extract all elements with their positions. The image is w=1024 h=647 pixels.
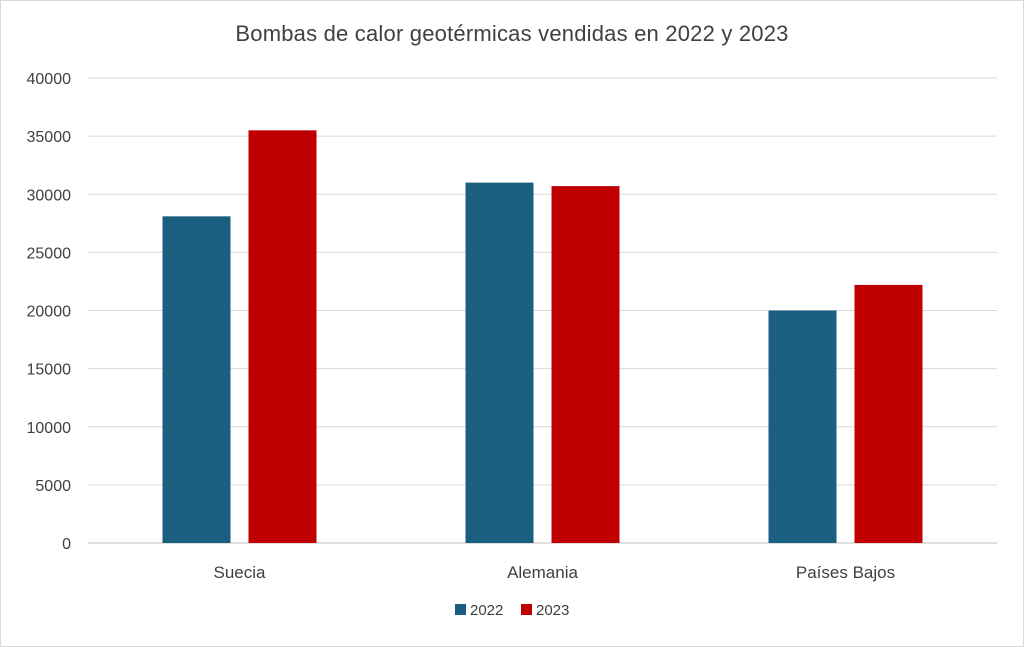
x-category-label: Países Bajos [796, 563, 895, 582]
legend: 2022 2023 [455, 602, 569, 619]
x-category-label: Suecia [214, 563, 267, 582]
y-tick-label: 40000 [27, 71, 72, 88]
chart-title: Bombas de calor geotérmicas vendidas en … [235, 21, 789, 46]
legend-label-2023: 2023 [536, 602, 569, 619]
y-tick-label: 20000 [27, 304, 72, 321]
bar-2022-suecia [162, 216, 231, 543]
x-axis-labels: Suecia Alemania Países Bajos [214, 563, 896, 582]
y-tick-label: 15000 [27, 362, 72, 379]
y-tick-label: 25000 [27, 245, 72, 262]
y-tick-label: 35000 [27, 129, 72, 146]
y-tick-label: 10000 [27, 420, 72, 437]
bar-2023-alemania [551, 186, 620, 544]
bar-2022-alemania [465, 182, 534, 543]
x-category-label: Alemania [507, 563, 578, 582]
legend-swatch-2023 [521, 604, 532, 615]
gridlines [88, 77, 997, 544]
y-tick-label: 0 [62, 536, 71, 553]
bar-2023-suecia [248, 130, 317, 543]
y-tick-label: 30000 [27, 187, 72, 204]
bars [162, 130, 923, 544]
y-tick-label: 5000 [35, 478, 71, 495]
legend-label-2022: 2022 [470, 602, 503, 619]
bar-2023-países-bajos [854, 284, 923, 543]
legend-swatch-2022 [455, 604, 466, 615]
bar-2022-países-bajos [768, 310, 837, 543]
y-axis-labels: 0 5000 10000 15000 20000 25000 30000 35000 40000 [27, 71, 72, 553]
